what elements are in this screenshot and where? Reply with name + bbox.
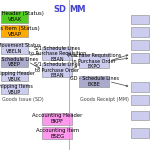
- Text: S/1 Schedule Lines
to Purchase Requisition
EBAN: S/1 Schedule Lines to Purchase Requisiti…: [29, 45, 86, 62]
- Text: GD - Schedule Lines
EKBE: GD - Schedule Lines EKBE: [70, 76, 119, 87]
- FancyBboxPatch shape: [1, 57, 28, 67]
- Text: MM: MM: [70, 5, 86, 14]
- FancyBboxPatch shape: [1, 25, 28, 37]
- FancyBboxPatch shape: [131, 82, 149, 92]
- Text: Shipping Header
VBUK: Shipping Header VBUK: [0, 71, 35, 82]
- Text: Accounting Item
BSEG: Accounting Item BSEG: [36, 128, 79, 139]
- FancyBboxPatch shape: [131, 95, 149, 105]
- Text: Goods Issue (SD): Goods Issue (SD): [2, 97, 43, 102]
- FancyBboxPatch shape: [131, 111, 149, 120]
- FancyBboxPatch shape: [131, 27, 149, 37]
- FancyBboxPatch shape: [131, 128, 149, 138]
- FancyBboxPatch shape: [1, 43, 28, 54]
- Text: Purchase Requisitions
in Purchase Order
EKPO: Purchase Requisitions in Purchase Order …: [68, 53, 121, 69]
- Text: Accounting Header
BKPF: Accounting Header BKPF: [32, 113, 83, 124]
- FancyBboxPatch shape: [1, 72, 28, 81]
- FancyBboxPatch shape: [79, 76, 109, 87]
- FancyBboxPatch shape: [131, 40, 149, 50]
- Text: Sales Item (Status)
VBAP: Sales Item (Status) VBAP: [0, 26, 40, 36]
- Text: S/1 Movement Status
VBELN: S/1 Movement Status VBELN: [0, 43, 41, 54]
- FancyBboxPatch shape: [42, 127, 72, 139]
- FancyBboxPatch shape: [42, 113, 72, 125]
- FancyBboxPatch shape: [1, 84, 28, 94]
- Text: SD: SD: [54, 5, 66, 14]
- Text: Shipping Items
VBUP: Shipping Items VBUP: [0, 84, 33, 95]
- FancyBboxPatch shape: [79, 54, 109, 68]
- Text: S/1 Schedule Lines
to Purchase Order
EBAN: S/1 Schedule Lines to Purchase Order EBA…: [34, 62, 80, 78]
- Text: S/1 Schedule Lines
VBEP: S/1 Schedule Lines VBEP: [0, 56, 38, 67]
- FancyBboxPatch shape: [131, 15, 149, 24]
- FancyBboxPatch shape: [42, 47, 72, 60]
- Text: Sales Header (Status)
VBAK: Sales Header (Status) VBAK: [0, 11, 44, 22]
- Text: Goods Receipt (MM): Goods Receipt (MM): [80, 97, 129, 102]
- FancyBboxPatch shape: [131, 53, 149, 63]
- FancyBboxPatch shape: [1, 11, 28, 23]
- FancyBboxPatch shape: [42, 63, 72, 77]
